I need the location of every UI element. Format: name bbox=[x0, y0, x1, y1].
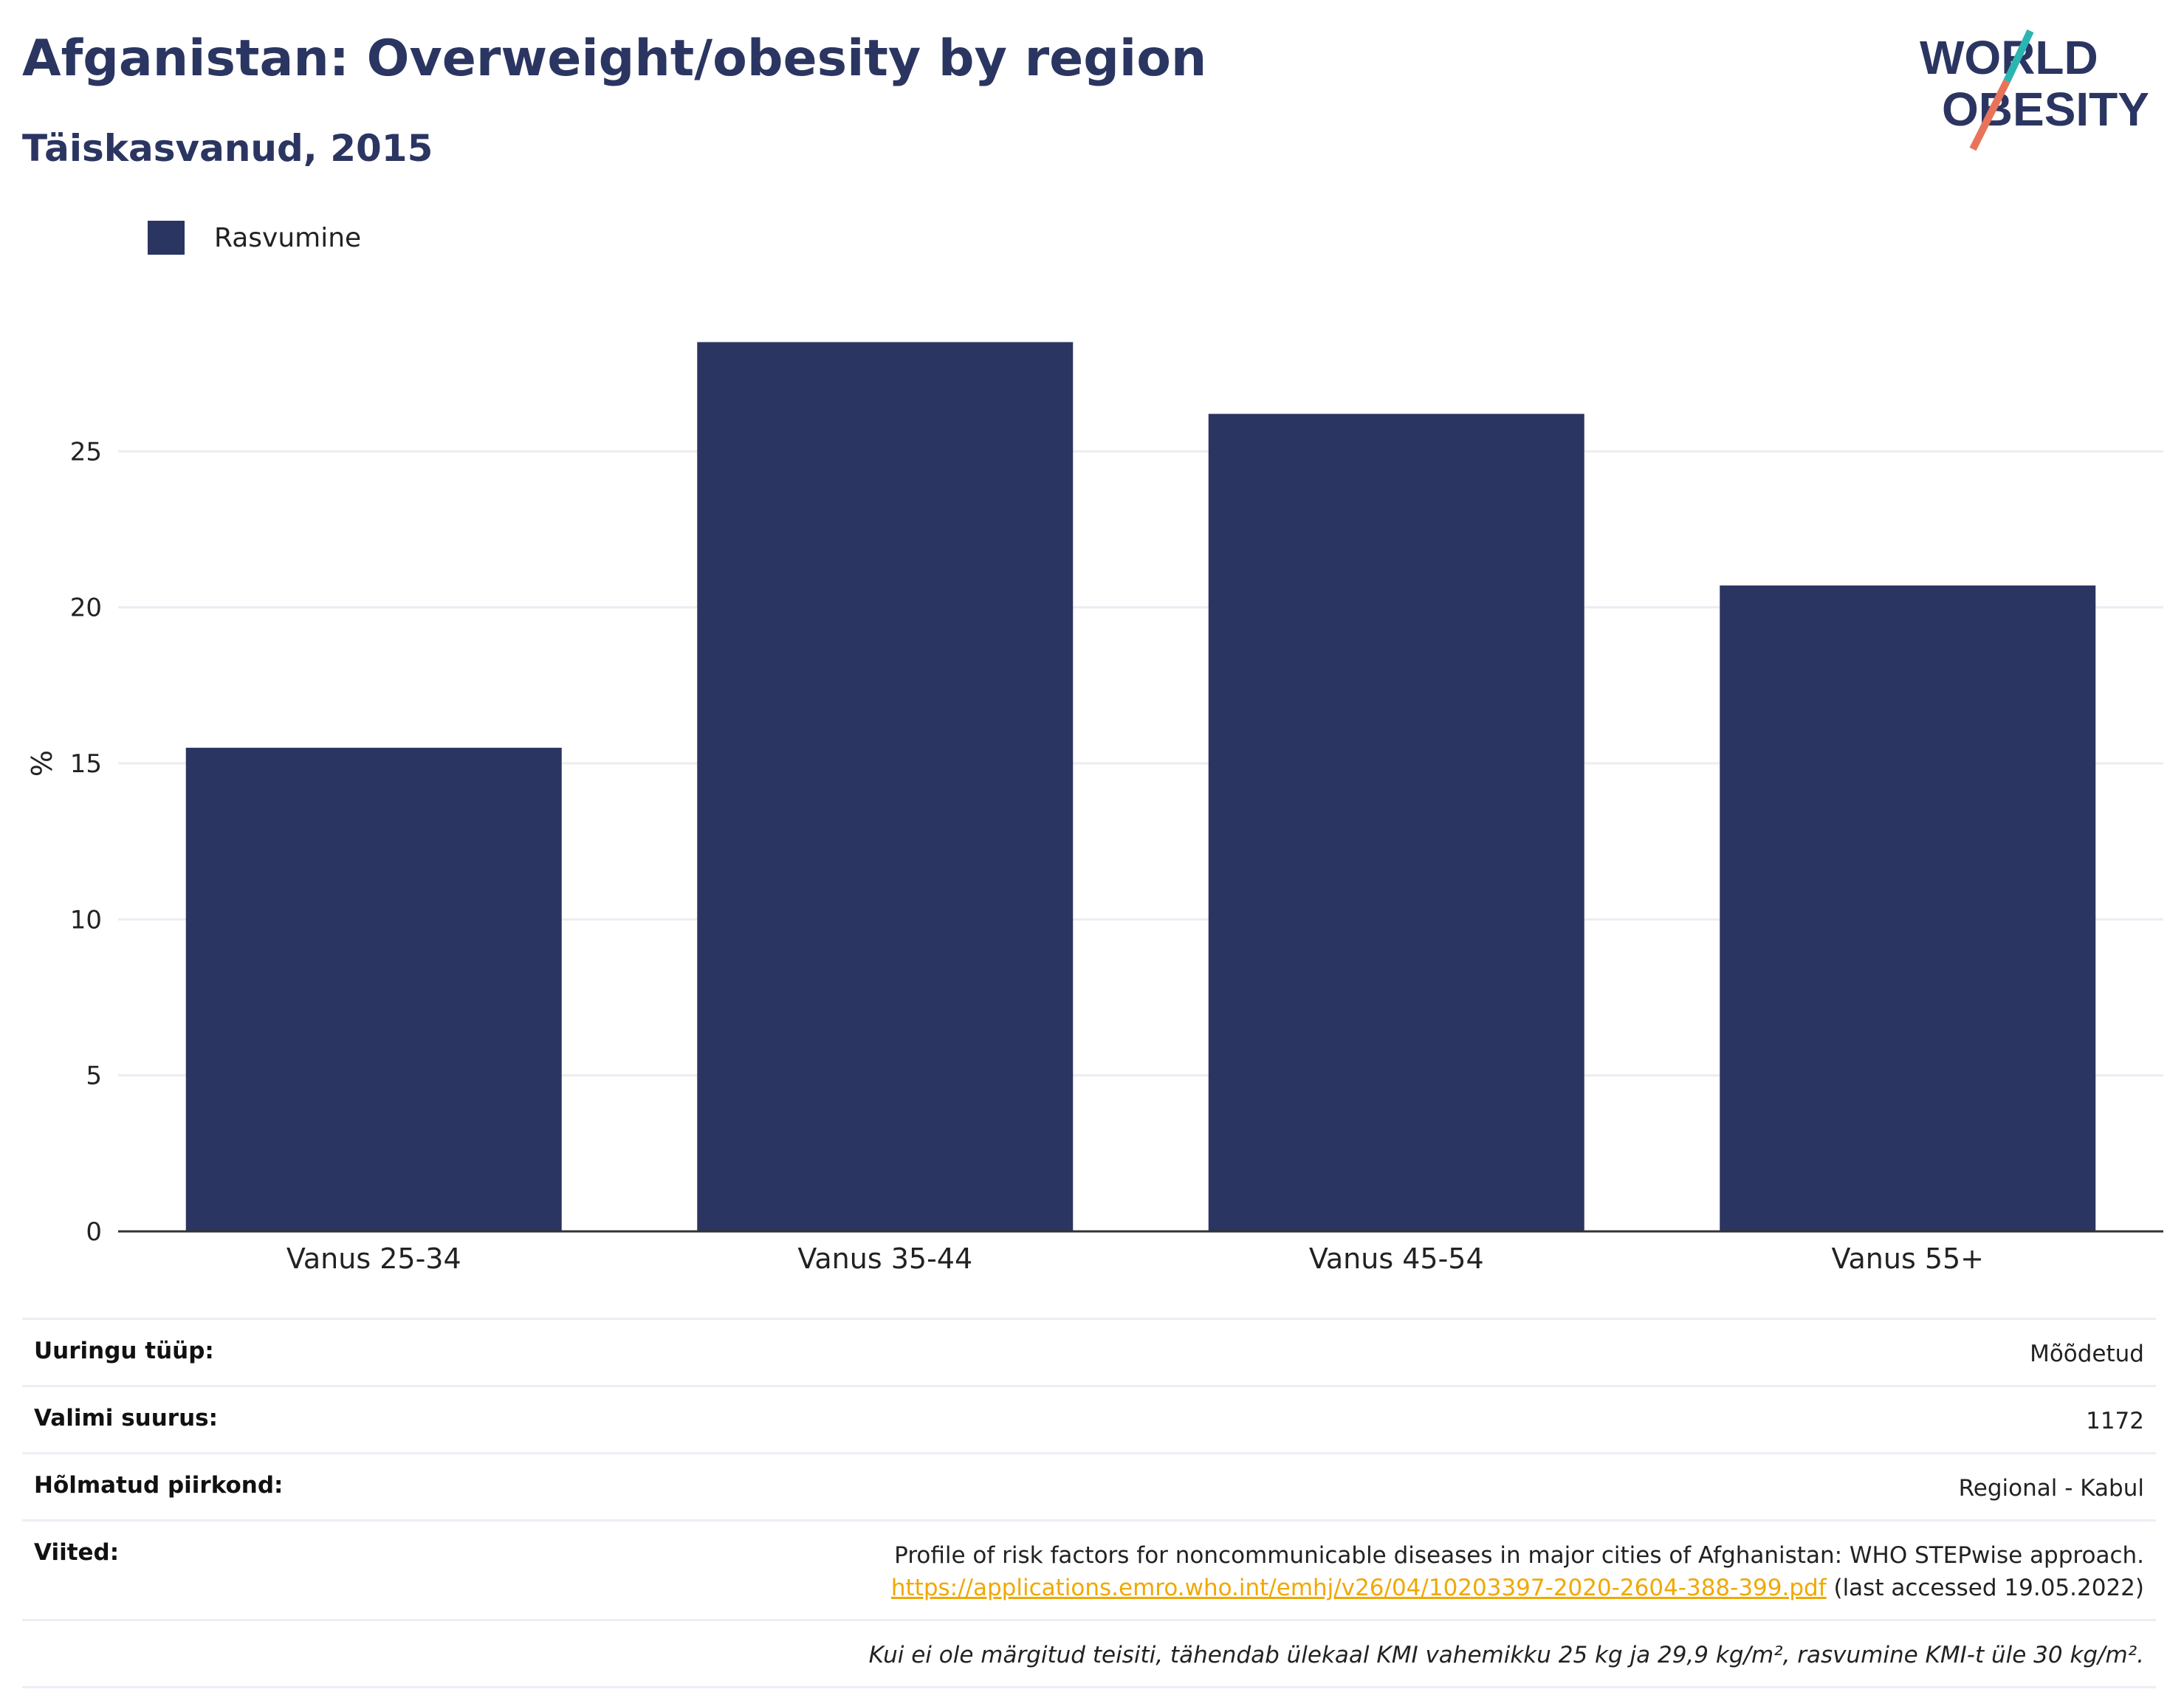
bar bbox=[1720, 585, 2096, 1231]
meta-value: Profile of risk factors for noncommunica… bbox=[891, 1539, 2144, 1604]
logo-slash-coral bbox=[1969, 79, 2010, 151]
y-tick-label: 0 bbox=[86, 1217, 102, 1247]
meta-value: 1172 bbox=[2086, 1408, 2144, 1434]
bar bbox=[185, 747, 562, 1231]
x-tick-label: Vanus 25-34 bbox=[286, 1242, 461, 1275]
meta-row-region: Hõlmatud piirkond: Regional - Kabul bbox=[22, 1452, 2156, 1519]
legend-swatch bbox=[148, 221, 185, 255]
meta-key: Uuringu tüüp: bbox=[34, 1338, 214, 1364]
meta-row-survey-type: Uuringu tüüp: Mõõdetud bbox=[22, 1318, 2156, 1385]
bar bbox=[697, 342, 1074, 1231]
y-tick-label: 20 bbox=[70, 594, 102, 623]
world-obesity-logo: WORLD OBESITY bbox=[1920, 29, 2149, 151]
x-tick-label: Vanus 35-44 bbox=[797, 1242, 972, 1275]
y-tick-label: 25 bbox=[70, 437, 102, 467]
y-tick-label: 10 bbox=[70, 905, 102, 935]
bar-chart: 0 5 10 15 20 25% Vanus 25-34 Vanus 35-44 Vanus 4… bbox=[26, 342, 2163, 1275]
meta-row-sample-size: Valimi suurus: 1172 bbox=[22, 1385, 2156, 1452]
reference-text: Profile of risk factors for noncommunica… bbox=[894, 1542, 2144, 1569]
bar bbox=[1208, 413, 1584, 1232]
legend-label: Rasvumine bbox=[214, 222, 362, 253]
logo-slash-teal bbox=[2003, 29, 2034, 83]
meta-value: Regional - Kabul bbox=[1958, 1475, 2144, 1502]
chart-legend: Rasvumine bbox=[148, 219, 361, 257]
reference-link[interactable]: https://applications.emro.who.int/emhj/v… bbox=[890, 1575, 1827, 1601]
meta-row-note: Kui ei ole märgitud teisiti, tähendab ül… bbox=[22, 1619, 2156, 1688]
meta-key: Valimi suurus: bbox=[34, 1405, 218, 1431]
metadata-table: Uuringu tüüp: Mõõdetud Valimi suurus: 11… bbox=[22, 1318, 2156, 1688]
y-tick-label: 15 bbox=[70, 749, 102, 779]
reference-accessed: (last accessed 19.05.2022) bbox=[1826, 1575, 2144, 1601]
meta-row-references: Viited: Profile of risk factors for nonc… bbox=[22, 1519, 2156, 1619]
meta-key: Hõlmatud piirkond: bbox=[34, 1472, 284, 1499]
y-axis-label: % bbox=[26, 750, 58, 777]
x-tick-label: Vanus 55+ bbox=[1831, 1242, 1984, 1275]
y-tick-label: 5 bbox=[86, 1062, 102, 1091]
logo-line2: OBESITY bbox=[1942, 83, 2149, 136]
meta-value: Mõõdetud bbox=[2030, 1341, 2144, 1367]
chart-subtitle: Täiskasvanud, 2015 bbox=[22, 127, 433, 170]
meta-key: Viited: bbox=[34, 1539, 120, 1566]
chart-title: Afganistan: Overweight/obesity by region bbox=[22, 30, 1207, 88]
definition-note: Kui ei ole märgitud teisiti, tähendab ül… bbox=[868, 1642, 2144, 1668]
x-tick-label: Vanus 45-54 bbox=[1309, 1242, 1484, 1275]
